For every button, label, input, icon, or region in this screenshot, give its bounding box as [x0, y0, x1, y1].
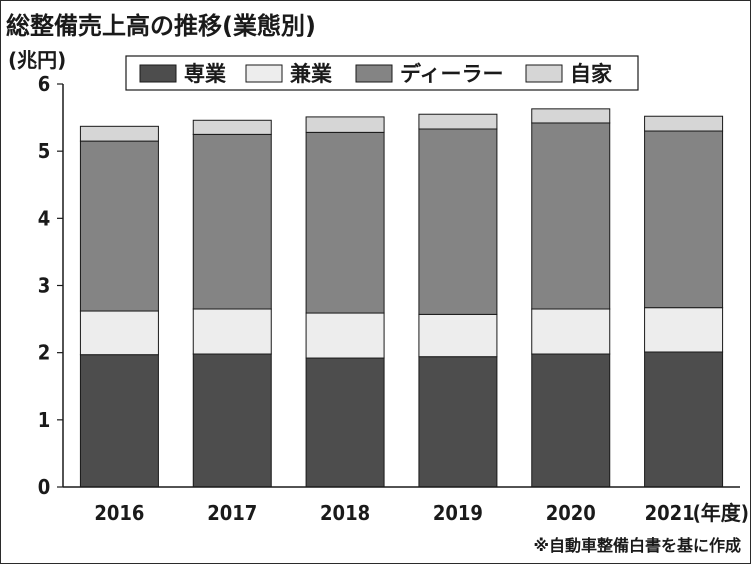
bar-segment-2017-兼業 [192, 308, 272, 355]
x-tick-label-2020: 2020 [546, 501, 596, 525]
y-tick-label-0: 0 [38, 475, 51, 499]
legend-label-ディーラー: ディーラー [400, 62, 504, 86]
bar-segment-2018-専業 [305, 357, 385, 488]
bar-segment-2016-ディーラー [79, 140, 159, 312]
bar-segment-2017-自家 [192, 119, 272, 135]
legend-swatch-専業 [139, 64, 177, 83]
y-axis-unit-label: (兆円) [8, 48, 67, 72]
bar-segment-2020-自家 [531, 108, 611, 124]
y-tick-label-3: 3 [38, 274, 51, 298]
bar-segment-2018-ディーラー [305, 131, 385, 314]
legend-swatch-兼業 [245, 64, 283, 83]
y-tick-label-6: 6 [38, 72, 51, 96]
legend: 専業 兼業 ディーラー 自家 [125, 55, 639, 91]
bar-segment-2020-ディーラー [531, 122, 611, 310]
legend-label-兼業: 兼業 [290, 62, 333, 86]
x-tick-label-2017: 2017 [207, 501, 257, 525]
bar-segment-2021-専業 [644, 351, 724, 488]
x-axis-suffix-label: (年度) [693, 501, 749, 525]
bar-segment-2018-自家 [305, 116, 385, 133]
bar-segment-2016-専業 [79, 354, 159, 488]
x-tick-label-2016: 2016 [94, 501, 144, 525]
bar-segment-2016-兼業 [79, 310, 159, 356]
bar-segment-2016-自家 [79, 125, 159, 142]
bar-segment-2021-兼業 [644, 307, 724, 353]
bar-segment-2019-兼業 [418, 313, 498, 358]
bar-segment-2018-兼業 [305, 312, 385, 359]
bar-segment-2017-専業 [192, 353, 272, 488]
bar-segment-2017-ディーラー [192, 133, 272, 310]
chart-title: 総整備売上高の推移(業態別) [6, 12, 316, 40]
y-tick-label-2: 2 [38, 341, 51, 365]
bar-segment-2019-専業 [418, 356, 498, 488]
bar-segment-2021-ディーラー [644, 130, 724, 309]
x-tick-label-2021: 2021 [645, 501, 695, 525]
legend-swatch-自家 [525, 64, 563, 83]
legend-swatch-ディーラー [355, 64, 393, 83]
bar-segment-2020-兼業 [531, 308, 611, 355]
y-tick-label-4: 4 [38, 206, 51, 230]
legend-label-専業: 専業 [184, 62, 227, 86]
legend-label-自家: 自家 [570, 62, 613, 86]
bar-segment-2019-ディーラー [418, 128, 498, 315]
bar-segment-2021-自家 [644, 115, 724, 132]
source-note: ※自動車整備白書を基に作成 [533, 536, 741, 555]
x-tick-label-2019: 2019 [433, 501, 483, 525]
bars-group [79, 108, 724, 488]
bar-segment-2020-専業 [531, 353, 611, 488]
y-tick-label-1: 1 [38, 408, 51, 432]
bar-segment-2019-自家 [418, 113, 498, 130]
axes-group: 2016 2017 2018 2019 2020 2021(年度) 0 1 2 3 4 5 6 [38, 72, 749, 525]
y-tick-label-5: 5 [38, 139, 51, 163]
x-tick-label-2018: 2018 [320, 501, 370, 525]
